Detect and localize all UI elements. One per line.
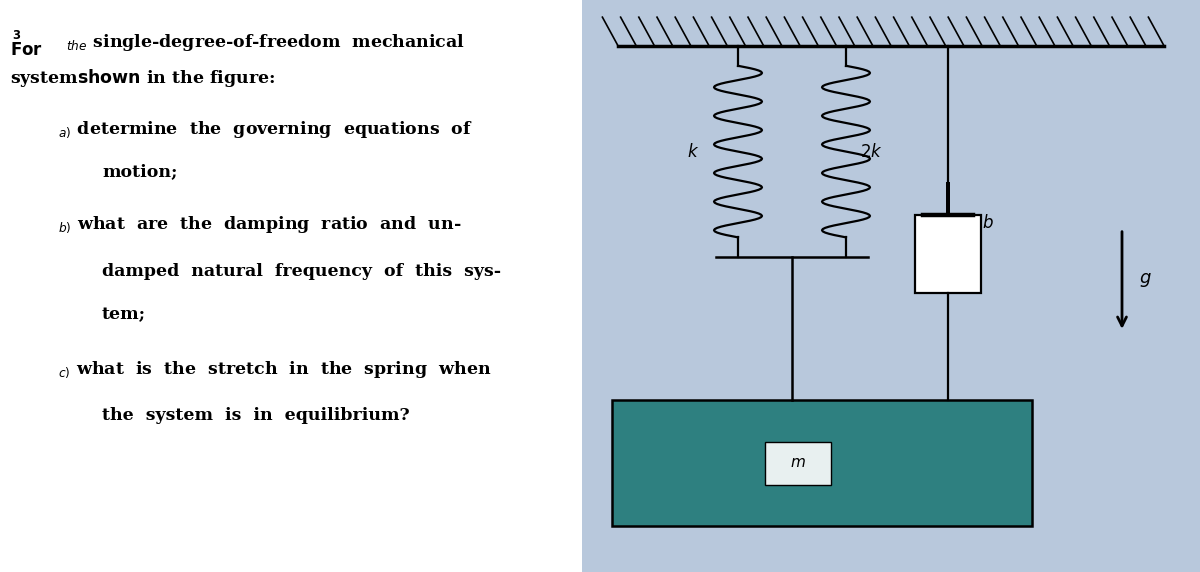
Text: $k$: $k$ bbox=[688, 142, 700, 161]
Text: $g$: $g$ bbox=[1139, 271, 1152, 289]
Text: $m$: $m$ bbox=[790, 456, 806, 470]
Text: $_{\mathit{the}}$ single-degree-of-freedom  mechanical: $_{\mathit{the}}$ single-degree-of-freed… bbox=[66, 31, 466, 53]
Text: $_{b)}$ what  are  the  damping  ratio  and  un-: $_{b)}$ what are the damping ratio and u… bbox=[58, 214, 461, 235]
Text: $_{c)}$ what  is  the  stretch  in  the  spring  when: $_{c)}$ what is the stretch in the sprin… bbox=[58, 360, 491, 380]
FancyBboxPatch shape bbox=[582, 0, 1200, 572]
Text: the  system  is  in  equilibrium?: the system is in equilibrium? bbox=[102, 407, 409, 424]
Text: $b$: $b$ bbox=[982, 214, 994, 232]
Text: tem;: tem; bbox=[102, 306, 146, 323]
Text: system$\mathbf{shown}$ in the figure:: system$\mathbf{shown}$ in the figure: bbox=[10, 67, 275, 89]
Text: motion;: motion; bbox=[102, 163, 178, 180]
FancyBboxPatch shape bbox=[612, 400, 1032, 526]
Text: $_{a)}$ determine  the  governing  equations  of: $_{a)}$ determine the governing equation… bbox=[58, 120, 473, 140]
FancyBboxPatch shape bbox=[916, 215, 982, 293]
Text: $\mathbf{\overset{3}{F}or}$: $\mathbf{\overset{3}{F}or}$ bbox=[10, 31, 42, 60]
Text: $2k$: $2k$ bbox=[860, 142, 883, 161]
FancyBboxPatch shape bbox=[766, 442, 832, 485]
Text: damped  natural  frequency  of  this  sys-: damped natural frequency of this sys- bbox=[102, 263, 502, 280]
